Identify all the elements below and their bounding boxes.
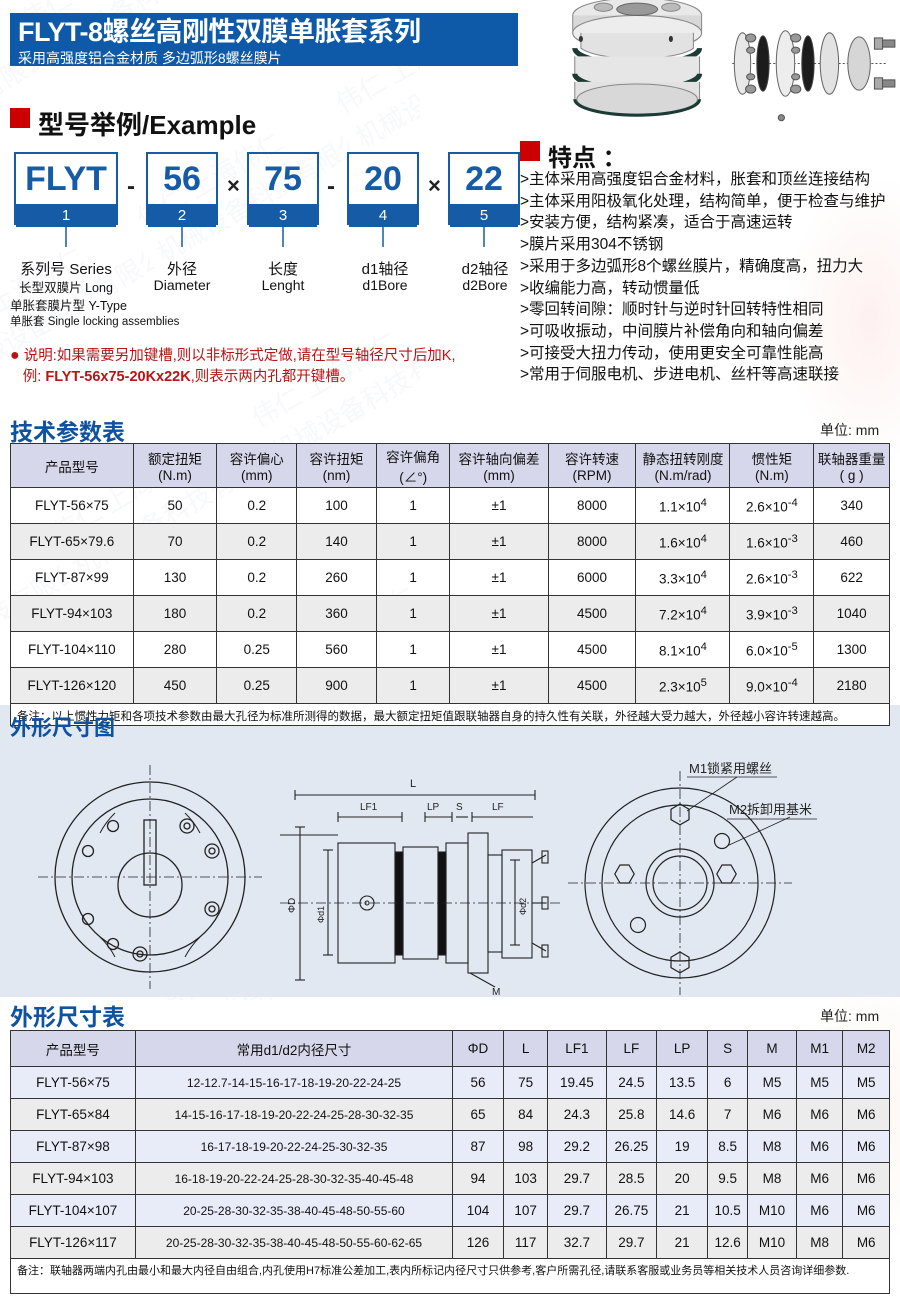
svg-text:LF: LF [492, 802, 504, 813]
svg-text:L: L [410, 778, 416, 790]
svg-text:M2拆卸用基米: M2拆卸用基米 [729, 802, 812, 817]
svg-text:LP: LP [427, 802, 440, 813]
svg-text:M1锁紧用螺丝: M1锁紧用螺丝 [689, 761, 772, 776]
svg-text:ΦD: ΦD [287, 898, 298, 913]
svg-text:Φd1: Φd1 [316, 906, 326, 923]
svg-text:Φd2: Φd2 [518, 898, 528, 915]
svg-text:S: S [456, 802, 463, 813]
svg-text:LF1: LF1 [360, 802, 378, 813]
svg-text:M: M [492, 987, 500, 998]
